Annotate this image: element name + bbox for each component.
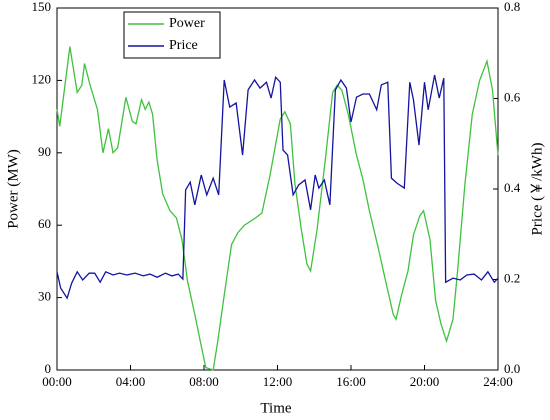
y-tick-label: 0 <box>45 361 52 376</box>
legend-label: Power <box>169 16 205 31</box>
y2-axis-title: Price (￥/kWh) <box>529 143 545 236</box>
series-line <box>56 46 499 371</box>
x-tick-label: 04:00 <box>116 374 146 389</box>
y2-tick-label: 0.0 <box>504 361 520 376</box>
y-tick-label: 90 <box>38 144 51 159</box>
x-tick-label: 08:00 <box>189 374 219 389</box>
x-axis-title: Time <box>260 400 291 416</box>
x-tick-label: 20:00 <box>410 374 440 389</box>
x-tick-label: 12:00 <box>263 374 293 389</box>
legend-label: Price <box>169 38 198 53</box>
y-tick-label: 150 <box>32 0 52 14</box>
series-line <box>56 74 499 300</box>
x-tick-label: 00:00 <box>42 374 72 389</box>
y2-tick-label: 0.8 <box>504 0 520 14</box>
y2-tick-label: 0.2 <box>504 270 520 285</box>
x-tick-label: 24:00 <box>483 374 513 389</box>
y2-tick-label: 0.6 <box>504 89 521 104</box>
y-tick-label: 120 <box>32 71 52 86</box>
y-tick-label: 60 <box>38 216 51 231</box>
y-tick-label: 30 <box>38 289 51 304</box>
plot-frame <box>56 7 499 371</box>
y2-tick-label: 0.4 <box>504 180 521 195</box>
y-axis-title: Power (MW) <box>5 149 21 229</box>
x-tick-label: 16:00 <box>336 374 366 389</box>
legend-box <box>123 11 221 59</box>
